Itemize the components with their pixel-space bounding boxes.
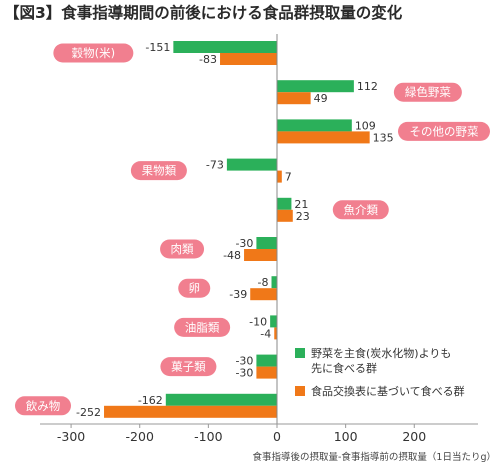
- data-label: 109: [355, 119, 376, 132]
- svg-text:卵: 卵: [188, 281, 200, 295]
- bar-vegetable-first: [271, 276, 277, 289]
- bar-exchange-table: [277, 131, 370, 144]
- svg-text:肉類: 肉類: [171, 242, 194, 256]
- legend-swatch: [295, 348, 305, 358]
- bar-vegetable-first: [165, 393, 277, 406]
- bar-vegetable-first: [173, 41, 277, 53]
- category-label: その他の野菜: [398, 121, 490, 141]
- bar-exchange-table: [277, 170, 282, 183]
- bar-vegetable-first: [277, 197, 292, 210]
- data-label: -4: [260, 327, 271, 340]
- svg-text:飲み物: 飲み物: [26, 399, 61, 413]
- data-label: -30: [235, 355, 253, 368]
- data-label: -10: [249, 315, 267, 328]
- data-label: 7: [285, 171, 292, 184]
- data-label: 49: [314, 92, 328, 105]
- data-label: -48: [223, 249, 241, 262]
- svg-text:その他の野菜: その他の野菜: [410, 124, 479, 138]
- x-tick-label: 200: [402, 429, 426, 444]
- data-label: -252: [76, 406, 101, 419]
- category-label: 菓子類: [160, 357, 217, 377]
- x-tick-label: 100: [334, 429, 358, 444]
- svg-text:油脂類: 油脂類: [185, 320, 220, 334]
- svg-text:穀物(米): 穀物(米): [72, 46, 115, 60]
- data-label: 23: [296, 210, 310, 223]
- bar-exchange-table: [250, 288, 277, 301]
- data-label: 135: [373, 131, 394, 144]
- category-label: 油脂類: [174, 317, 231, 337]
- bar-vegetable-first: [256, 237, 277, 249]
- x-tick-label: -300: [57, 429, 85, 444]
- bar-exchange-table: [104, 405, 278, 418]
- bar-vegetable-first: [256, 354, 277, 367]
- category-label: 果物類: [130, 161, 187, 181]
- data-label: -8: [258, 276, 269, 289]
- data-label: -39: [229, 288, 247, 301]
- category-label: 飲み物: [15, 396, 71, 416]
- data-label: 21: [294, 198, 308, 211]
- bar-exchange-table: [244, 249, 277, 261]
- bar-exchange-table: [220, 53, 277, 65]
- category-label: 魚介類: [332, 200, 389, 220]
- svg-text:緑色野菜: 緑色野菜: [405, 85, 451, 99]
- data-label: -30: [235, 237, 253, 250]
- chart-title: 【図3】食事指導期間の前後における食品群摂取量の変化: [4, 3, 403, 22]
- category-label: 肉類: [160, 239, 205, 259]
- bar-vegetable-first: [277, 80, 354, 93]
- x-axis-label: 食事指導後の摂取量-食事指導前の摂取量（1日当たりg）: [252, 451, 496, 463]
- x-tick-label: -100: [194, 429, 222, 444]
- bar-exchange-table: [277, 92, 311, 105]
- svg-text:菓子類: 菓子類: [171, 360, 206, 374]
- data-label: -151: [145, 41, 170, 54]
- x-ticks: -300 -200 -100 0 100 200: [57, 424, 426, 444]
- category-label: 穀物(米): [53, 43, 134, 63]
- svg-text:果物類: 果物類: [142, 164, 177, 178]
- bar-exchange-table: [256, 366, 277, 379]
- svg-text:魚介類: 魚介類: [344, 203, 379, 217]
- bars-layer: -151-8311249109135-7372123-30-48-8-39-10…: [76, 41, 394, 419]
- category-label: 緑色野菜: [393, 82, 462, 102]
- legend-entry: 食品交換表に基づいて食べる群: [311, 384, 465, 398]
- bar-vegetable-first: [226, 158, 277, 171]
- bar-vegetable-first: [277, 119, 352, 132]
- bar-exchange-table: [274, 327, 277, 340]
- bar-exchange-table: [277, 209, 293, 222]
- data-label: -83: [199, 53, 217, 66]
- data-label: -30: [235, 367, 253, 380]
- data-label: 112: [357, 80, 378, 93]
- x-tick-label: -200: [126, 429, 154, 444]
- bar-vegetable-first: [270, 315, 277, 328]
- data-label: -73: [206, 159, 224, 172]
- legend-entry: 野菜を主食(炭水化物)よりも: [311, 346, 451, 360]
- legend-entry: 先に食べる群: [311, 361, 377, 375]
- category-label: 卵: [178, 278, 211, 298]
- x-tick-label: 0: [273, 429, 281, 444]
- data-label: -162: [138, 394, 163, 407]
- legend-swatch: [295, 386, 305, 396]
